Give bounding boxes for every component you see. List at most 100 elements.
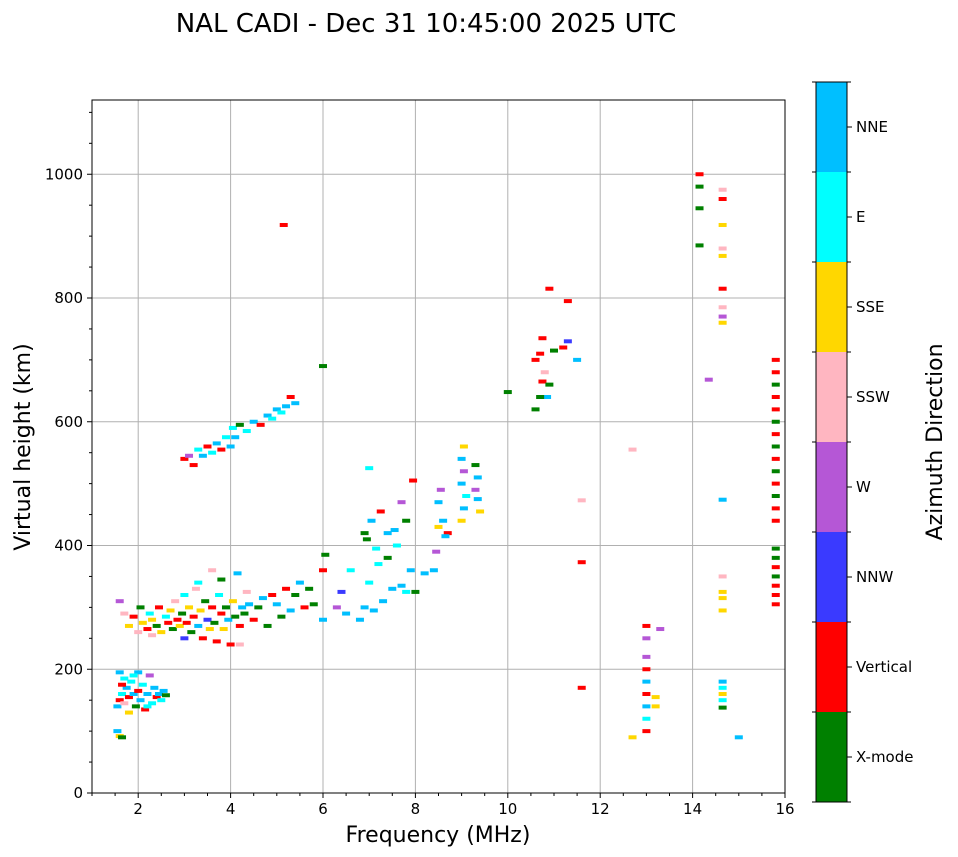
echo-point xyxy=(134,688,143,693)
echo-point xyxy=(235,642,244,647)
echo-point xyxy=(342,611,351,616)
colorbar-tick-label: SSW xyxy=(856,388,890,406)
echo-point xyxy=(194,580,203,585)
echo-point xyxy=(300,605,309,610)
echo-point xyxy=(462,494,471,498)
colorbar-segment xyxy=(816,352,847,442)
echo-point xyxy=(295,580,304,585)
echo-point xyxy=(226,642,235,647)
colorbar-segment xyxy=(816,532,847,622)
echo-point xyxy=(459,444,468,449)
x-axis-ticks: 2 4 6 8 10 12 14 16 xyxy=(91,793,795,818)
echo-point xyxy=(390,528,399,533)
echo-point xyxy=(286,608,295,613)
echo-point xyxy=(771,407,780,412)
echo-point xyxy=(471,463,480,468)
echo-point xyxy=(279,222,288,227)
colorbar-segment xyxy=(816,82,847,172)
echo-point xyxy=(531,407,540,412)
echo-point xyxy=(332,605,341,610)
echo-point xyxy=(642,636,651,641)
echo-point xyxy=(651,695,660,700)
echo-point xyxy=(136,605,145,610)
x-tick-label: 4 xyxy=(226,800,236,818)
echo-point xyxy=(159,688,168,693)
echo-point xyxy=(550,348,558,353)
echo-point xyxy=(231,614,240,619)
echo-point xyxy=(473,497,482,502)
echo-point xyxy=(194,623,203,628)
echo-point xyxy=(115,698,124,703)
echo-point xyxy=(249,419,258,424)
echo-point xyxy=(277,614,286,619)
echo-point xyxy=(321,552,330,557)
x-tick-label: 6 xyxy=(318,800,328,818)
echo-point xyxy=(718,246,727,251)
echo-point xyxy=(291,593,300,597)
echo-point xyxy=(198,636,207,641)
echo-point xyxy=(577,685,586,690)
echo-point xyxy=(771,432,780,437)
echo-point xyxy=(272,407,281,412)
echo-point xyxy=(198,453,207,458)
y-tick-label: 400 xyxy=(54,537,83,555)
echo-point xyxy=(771,546,780,551)
echo-point xyxy=(718,596,727,601)
echo-point xyxy=(217,447,226,452)
y-tick-label: 1000 xyxy=(45,165,83,183)
echo-point xyxy=(145,673,154,678)
echo-point xyxy=(242,429,251,434)
chart-title: NAL CADI - Dec 31 10:45:00 2025 UTC xyxy=(176,9,676,39)
echo-point xyxy=(383,555,392,560)
echo-point xyxy=(642,692,651,696)
echo-point xyxy=(309,602,318,607)
echo-point xyxy=(277,410,286,415)
y-axis-label: Virtual height (km) xyxy=(11,343,36,550)
echo-point xyxy=(185,605,194,610)
echo-point xyxy=(695,243,704,248)
echo-point xyxy=(718,608,727,613)
echo-point xyxy=(429,568,438,573)
echo-point xyxy=(208,605,217,610)
echo-point xyxy=(563,339,572,344)
echo-point xyxy=(718,497,727,502)
echo-point xyxy=(473,475,482,480)
echo-point xyxy=(577,560,586,565)
echo-point xyxy=(771,574,780,579)
echo-point xyxy=(319,617,327,622)
echo-point xyxy=(718,314,727,319)
echo-point xyxy=(771,456,780,461)
echo-point xyxy=(268,416,277,421)
echo-point xyxy=(540,370,549,375)
colorbar-segment xyxy=(816,172,847,262)
echo-point xyxy=(337,589,346,594)
echo-point xyxy=(718,253,727,258)
echo-point xyxy=(642,623,651,628)
echo-point xyxy=(228,425,237,430)
echo-point xyxy=(226,444,235,449)
echo-point xyxy=(771,370,780,375)
echo-point xyxy=(235,422,244,427)
echo-point xyxy=(120,611,129,616)
echo-point xyxy=(319,364,327,369)
echo-point xyxy=(203,617,212,622)
echo-point xyxy=(210,620,219,625)
x-tick-label: 14 xyxy=(683,800,702,818)
colorbar-label: Azimuth Direction xyxy=(923,343,948,540)
echo-point xyxy=(203,444,212,449)
echo-point xyxy=(695,206,704,211)
echo-point xyxy=(194,447,203,452)
echo-point xyxy=(245,602,254,607)
echo-point xyxy=(134,670,143,675)
x-tick-label: 8 xyxy=(411,800,421,818)
echo-point xyxy=(771,357,780,362)
echo-point xyxy=(771,555,780,560)
echo-point xyxy=(131,704,140,709)
echo-point xyxy=(141,707,150,712)
echo-point xyxy=(263,623,272,628)
echo-point xyxy=(175,623,184,628)
colorbar-tick-label: X-mode xyxy=(856,748,913,766)
echo-point xyxy=(771,565,780,570)
echo-point xyxy=(656,627,665,632)
